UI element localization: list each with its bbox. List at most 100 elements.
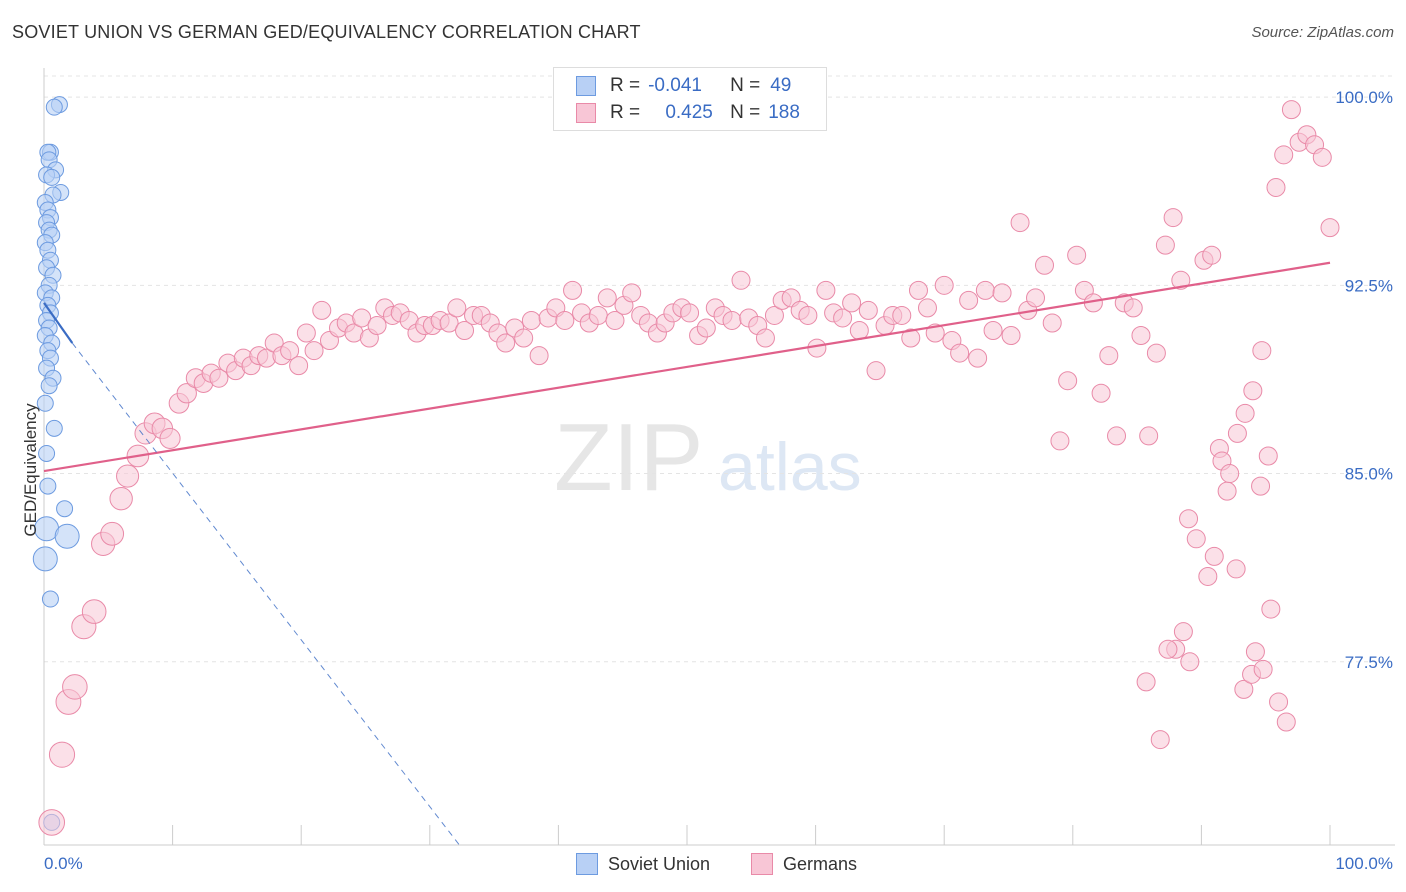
- bottom-legend-soviet-union: Soviet Union: [576, 851, 710, 877]
- german-point: [1281, 100, 1301, 120]
- german-point: [622, 283, 642, 303]
- german-point: [1252, 341, 1272, 361]
- soviet-point: [38, 444, 56, 462]
- german-point: [722, 310, 742, 330]
- trend-lines: [43, 261, 1331, 846]
- y-tick-label: 100.0%: [1335, 88, 1393, 107]
- german-point: [48, 741, 76, 768]
- german-point: [1220, 464, 1240, 484]
- germans-swatch: [576, 103, 596, 123]
- german-point: [992, 283, 1012, 303]
- german-point: [1217, 481, 1237, 501]
- legend-row-soviet-union: R = -0.041 N = 49: [576, 73, 791, 99]
- german-point: [1269, 692, 1289, 712]
- german-point: [1312, 147, 1332, 167]
- german-point: [597, 288, 617, 308]
- soviet-point: [43, 168, 61, 186]
- r-label: R =: [610, 102, 641, 123]
- german-point: [1253, 659, 1273, 679]
- watermark-zip: ZIP: [554, 404, 703, 511]
- legend-row-germans: R = 0.425 N = 188: [576, 100, 800, 126]
- german-point: [934, 275, 954, 295]
- german-point: [312, 300, 332, 320]
- german-point: [975, 280, 995, 300]
- german-point: [983, 321, 1003, 341]
- german-point: [514, 328, 534, 348]
- german-point: [1234, 679, 1254, 699]
- german-point: [842, 293, 862, 313]
- german-point: [1042, 313, 1062, 333]
- german-point: [1227, 423, 1247, 443]
- german-point: [38, 809, 66, 836]
- german-point: [1202, 245, 1222, 265]
- german-point: [1001, 326, 1021, 346]
- germans-trend-line: [43, 261, 1331, 473]
- german-point: [849, 321, 869, 341]
- chart-title: SOVIET UNION VS GERMAN GED/EQUIVALENCY C…: [12, 22, 641, 42]
- soviet-union-trend-line: [43, 302, 74, 344]
- german-point: [1173, 622, 1193, 642]
- german-point: [1245, 642, 1265, 662]
- german-point: [439, 313, 459, 333]
- german-point: [1163, 208, 1183, 228]
- n-value: 49: [770, 75, 792, 96]
- x-tick-label: 100.0%: [1335, 854, 1393, 873]
- german-point: [1158, 639, 1178, 659]
- soviet-union-trend-extension: [71, 342, 460, 846]
- soviet-point: [45, 419, 63, 437]
- german-point: [367, 315, 387, 335]
- stats-legend: R = -0.041 N = 49 R = 0.425 N = 188: [553, 67, 827, 131]
- source-label: Source: ZipAtlas.com: [1251, 24, 1394, 41]
- german-point: [352, 308, 372, 328]
- watermark-atlas: atlas: [718, 429, 862, 505]
- german-point: [1198, 566, 1218, 586]
- german-point: [280, 341, 300, 361]
- german-point: [1266, 177, 1286, 197]
- german-point: [1107, 426, 1127, 446]
- german-point: [555, 310, 575, 330]
- legend-label-germans: Germans: [783, 853, 858, 874]
- german-point: [892, 305, 912, 325]
- german-point: [1179, 509, 1199, 529]
- y-tick-label: 85.0%: [1345, 465, 1393, 484]
- german-point: [755, 328, 775, 348]
- soviet-point: [39, 477, 57, 495]
- german-point: [1139, 426, 1159, 446]
- german-point: [1204, 546, 1224, 566]
- german-point: [455, 321, 475, 341]
- bottom-legend-germans: Germans: [751, 851, 857, 877]
- german-point: [807, 338, 827, 358]
- legend-label-soviet-union: Soviet Union: [608, 853, 711, 874]
- german-point: [1171, 270, 1191, 290]
- german-point: [1276, 712, 1296, 732]
- german-point: [1067, 245, 1087, 265]
- y-axis-label: GED/Equivalency: [21, 403, 40, 537]
- soviet-point: [32, 546, 58, 572]
- german-point: [529, 346, 549, 366]
- german-point: [798, 305, 818, 325]
- soviet-point: [45, 98, 63, 116]
- german-point: [1026, 288, 1046, 308]
- soviet-point: [40, 377, 58, 395]
- r-label: R =: [610, 75, 641, 96]
- n-value: 188: [768, 102, 800, 123]
- german-point: [1274, 145, 1294, 165]
- soviet-point: [41, 590, 59, 608]
- german-point: [1258, 446, 1278, 466]
- soviet-union-series: [32, 96, 80, 831]
- german-point: [159, 427, 181, 449]
- soviet-point: [54, 523, 80, 549]
- german-point: [959, 290, 979, 310]
- german-point: [1235, 403, 1255, 423]
- german-point: [1136, 672, 1156, 692]
- soviet-union-swatch: [576, 76, 596, 96]
- r-value: -0.041: [648, 75, 702, 96]
- german-point: [908, 280, 928, 300]
- german-point: [1035, 255, 1055, 275]
- german-point: [858, 300, 878, 320]
- german-point: [1180, 652, 1200, 672]
- german-point: [1099, 346, 1119, 366]
- german-point: [1146, 343, 1166, 363]
- german-point: [901, 328, 921, 348]
- german-point: [100, 521, 125, 546]
